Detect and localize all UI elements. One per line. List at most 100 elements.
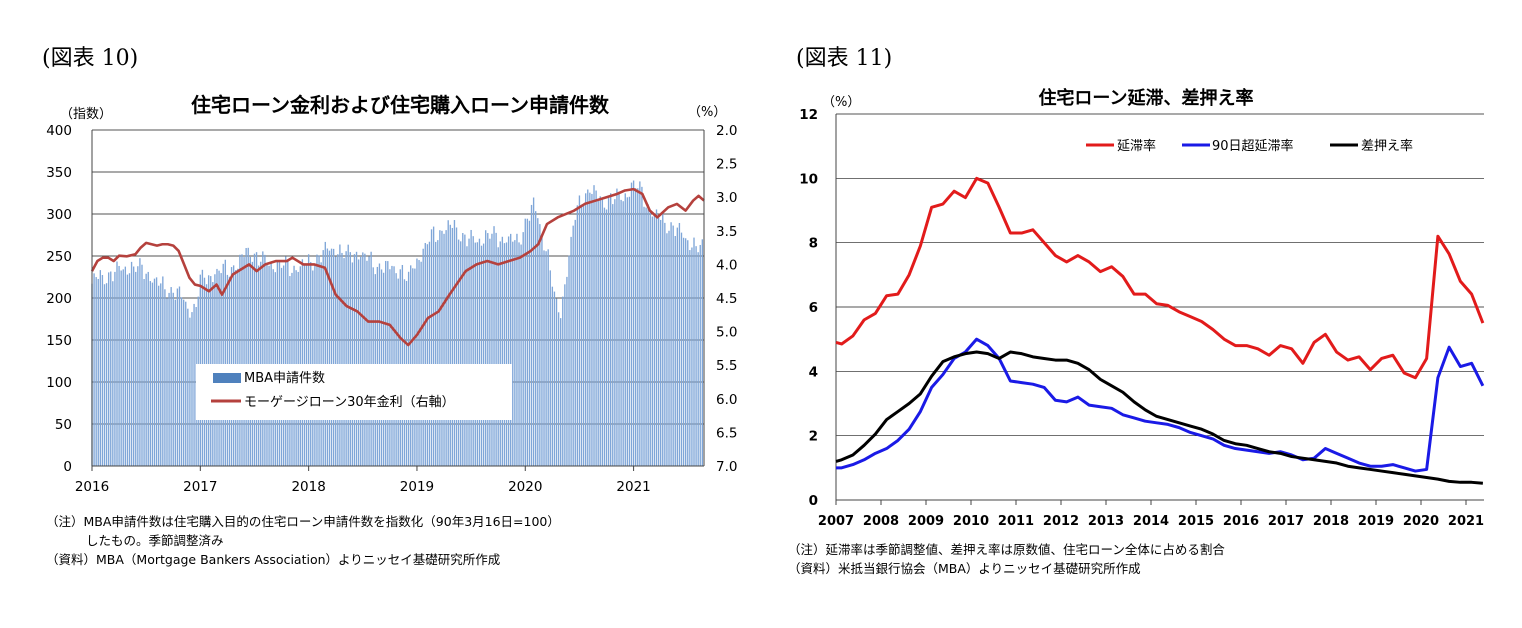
bar	[157, 285, 160, 466]
bar	[349, 252, 351, 466]
bar	[114, 271, 116, 466]
bar	[422, 248, 424, 466]
bar	[699, 244, 701, 466]
bar	[503, 243, 506, 466]
bar	[328, 250, 331, 466]
bar	[307, 254, 310, 466]
bar	[647, 204, 649, 467]
bar	[347, 244, 349, 466]
bar	[568, 255, 570, 466]
bar	[564, 284, 566, 466]
bar	[241, 254, 243, 466]
bar	[255, 252, 258, 466]
bar	[99, 270, 102, 466]
bar	[632, 180, 635, 466]
bar	[353, 254, 356, 466]
bar	[614, 199, 616, 466]
bar	[110, 271, 112, 466]
y-tick-label: 0	[63, 459, 72, 475]
bar	[653, 213, 656, 466]
bar	[610, 193, 612, 466]
bar	[437, 240, 439, 466]
bar	[112, 281, 114, 466]
bar	[276, 261, 279, 466]
y-tick-labels: 0 2 4 6 8 10 12	[799, 107, 818, 509]
bar	[697, 252, 699, 466]
bar	[385, 260, 387, 466]
y2-tick-label: 7.0	[716, 459, 737, 475]
bar	[343, 258, 345, 466]
bar	[191, 312, 193, 466]
bar	[337, 254, 339, 466]
bar	[332, 248, 335, 466]
bar	[287, 259, 289, 466]
bar	[478, 238, 481, 466]
x-tick-label: 2016	[1223, 514, 1259, 529]
bar	[430, 229, 433, 466]
y-tick-label: 12	[799, 107, 818, 123]
y-tick-label: 300	[46, 207, 72, 223]
bar	[270, 261, 272, 466]
bar	[187, 308, 189, 466]
line-series-mortgage-rate	[90, 187, 705, 347]
x-tick-label: 2012	[1043, 514, 1079, 529]
legend-box	[196, 364, 512, 420]
bar	[426, 244, 429, 466]
bar-series-applications	[91, 180, 704, 467]
bar	[439, 230, 441, 466]
bar	[651, 216, 654, 466]
bar	[537, 218, 539, 466]
bar	[253, 253, 256, 466]
bar	[445, 230, 447, 466]
bar	[164, 289, 166, 466]
bar	[501, 236, 504, 466]
bar	[684, 238, 687, 466]
bar	[574, 219, 576, 466]
bar	[557, 312, 560, 466]
bar	[474, 242, 476, 466]
bar	[628, 196, 631, 466]
series-line	[836, 337, 1485, 473]
bar	[103, 284, 106, 466]
bar	[318, 255, 320, 466]
bar	[507, 236, 510, 466]
bar	[514, 240, 516, 466]
bar	[464, 234, 466, 466]
x-tick-labels: 2016 2017 2018 2019 2020 2021	[75, 466, 651, 495]
bar	[678, 222, 681, 466]
bar	[95, 277, 97, 466]
bar	[626, 197, 629, 466]
bar	[582, 204, 585, 466]
bar	[480, 245, 483, 466]
bar	[541, 235, 543, 466]
bar	[193, 303, 195, 466]
bar	[97, 278, 99, 466]
bar	[570, 236, 572, 466]
bar	[528, 220, 531, 466]
legend-swatch-bars	[213, 373, 241, 383]
bar	[128, 273, 131, 466]
bar	[345, 251, 347, 466]
bar	[387, 261, 389, 466]
y-tick-label: 400	[46, 123, 72, 139]
bar	[141, 264, 143, 466]
bar	[451, 227, 454, 466]
bar	[245, 248, 247, 466]
bar	[668, 230, 670, 466]
note-line: （資料）米抵当銀行協会（MBA）よりニッセイ基礎研究所作成	[788, 561, 1141, 576]
y-tick-label: 50	[55, 417, 72, 433]
bar	[535, 211, 537, 466]
bar	[316, 254, 318, 466]
bar	[549, 270, 551, 466]
bar	[360, 256, 362, 466]
bar	[657, 217, 660, 466]
bar	[324, 241, 326, 466]
bar	[689, 250, 691, 466]
bar	[580, 204, 583, 467]
bar	[124, 266, 127, 466]
axes	[91, 130, 705, 467]
bar	[560, 318, 562, 466]
legend-label-foreclosure: 差押え率	[1361, 138, 1413, 154]
y-tick-label: 4	[809, 364, 818, 380]
bar	[174, 299, 176, 466]
